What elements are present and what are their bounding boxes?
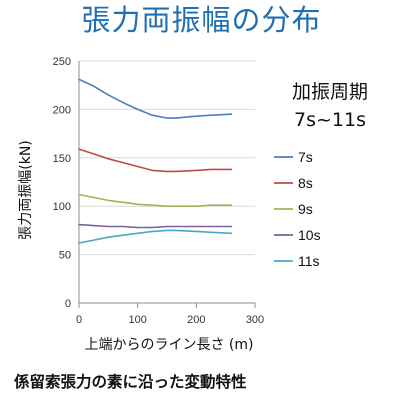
axes bbox=[78, 61, 256, 308]
legend-label-10s: 10s bbox=[298, 227, 321, 243]
y-tick-label: 250 bbox=[53, 56, 71, 68]
x-tick-label: 0 bbox=[76, 314, 82, 326]
legend-title-line-1: 加振周期 bbox=[292, 81, 368, 103]
series-line-7s bbox=[78, 78, 233, 119]
legend-title-line-2: 7s~11s bbox=[294, 109, 366, 131]
x-tick-label: 200 bbox=[187, 314, 205, 326]
y-tick-label: 0 bbox=[65, 298, 71, 310]
legend-label-7s: 7s bbox=[298, 149, 313, 165]
legend-label-8s: 8s bbox=[298, 175, 313, 191]
chart-title: 張力両振幅の分布 bbox=[81, 3, 322, 37]
tick-labels: 0 50 100 150 200 250 0 100 200 300 bbox=[53, 56, 265, 326]
series-lines bbox=[78, 78, 233, 244]
legend: 加振周期 7s~11s 7s 8s 9s 10s 11s bbox=[274, 81, 368, 269]
y-tick-label: 100 bbox=[53, 201, 71, 213]
series-line-9s bbox=[78, 193, 233, 207]
series-line-8s bbox=[78, 148, 233, 173]
series-line-10s bbox=[78, 223, 233, 229]
x-tick-label: 300 bbox=[246, 314, 264, 326]
y-axis-title: 張力両振幅(kN) bbox=[18, 140, 34, 240]
y-tick-label: 200 bbox=[53, 104, 71, 116]
x-axis-title: 上端からのライン長さ (m) bbox=[84, 337, 253, 353]
y-tick-label: 150 bbox=[53, 153, 71, 165]
x-tick-label: 100 bbox=[128, 314, 146, 326]
figure-caption: 係留索張力の素に沿った変動特性 bbox=[14, 373, 247, 391]
legend-label-9s: 9s bbox=[298, 201, 313, 217]
tension-amplitude-chart: 0 50 100 150 200 250 0 100 200 300 上端からのライン長さ (m)… bbox=[18, 56, 368, 353]
series-line-11s bbox=[78, 229, 233, 244]
y-tick-label: 50 bbox=[59, 250, 71, 262]
legend-label-11s: 11s bbox=[298, 253, 320, 269]
